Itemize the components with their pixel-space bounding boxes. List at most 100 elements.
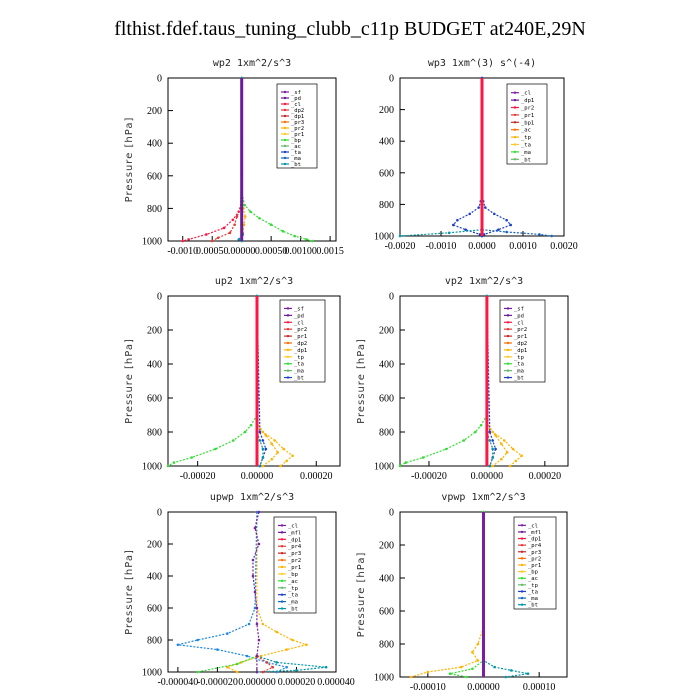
- legend-marker: [513, 121, 517, 124]
- legend-entry: _bp: [291, 138, 301, 144]
- legend-marker: [283, 108, 287, 112]
- legend-entry: _ma: [528, 596, 538, 602]
- legend-marker: [286, 334, 290, 338]
- y-tick-label: 800: [379, 200, 394, 211]
- x-tick-label: 0.0000: [468, 241, 496, 252]
- y-tick-label: 600: [379, 607, 394, 618]
- legend-entry: _pr1: [528, 563, 541, 569]
- legend-entry: _dp1: [514, 348, 527, 354]
- legend-entry: _pr1: [294, 334, 307, 340]
- legend-marker: [506, 376, 510, 379]
- x-tick-label: .00000: [228, 246, 256, 257]
- data-point: [205, 233, 208, 236]
- y-axis-label: Pressure [hPa]: [356, 338, 367, 424]
- y-tick-label: 400: [147, 572, 162, 583]
- legend-marker: [520, 537, 524, 540]
- data-point: [285, 665, 288, 669]
- legend-marker: [280, 558, 284, 562]
- x-tick-label: 0.00020: [529, 471, 562, 482]
- data-point: [261, 464, 265, 468]
- legend-entry: _bp: [288, 572, 298, 578]
- legend-entry: _ac: [291, 144, 301, 150]
- chart-panel-6: vpwp 1xm^2/s^3 Pressure [hPa] 0 200 400 600 80…: [356, 492, 568, 693]
- legend-entry: _pr4: [528, 543, 542, 549]
- data-point: [421, 456, 425, 459]
- y-tick-label: 1000: [142, 668, 162, 679]
- legend-entry: _pr2: [288, 558, 301, 564]
- legend-entry: _sf: [514, 306, 524, 312]
- data-point: [471, 667, 474, 671]
- panel-title: up2 1xm^2/s^3: [215, 276, 293, 287]
- legend-marker: [506, 341, 510, 345]
- data-point: [242, 223, 246, 226]
- x-tick-label: -0.00010: [410, 682, 446, 693]
- data-point: [255, 654, 259, 658]
- legend-marker: [506, 307, 510, 310]
- legend-marker: [513, 143, 517, 146]
- data-point: [257, 510, 261, 514]
- data-point: [452, 223, 455, 227]
- legend-marker: [286, 376, 290, 379]
- legend-entry: _pr3: [288, 551, 301, 557]
- legend-entry: _ta: [288, 593, 298, 599]
- legend-marker: [506, 327, 510, 331]
- data-point: [245, 654, 249, 658]
- legend-marker: [286, 314, 290, 317]
- y-tick-label: 800: [147, 204, 162, 215]
- y-tick-label: 800: [379, 428, 394, 439]
- data-point: [270, 442, 274, 446]
- legend-entry: _pd: [294, 313, 304, 319]
- legend-marker: [286, 348, 290, 352]
- data-point: [526, 672, 530, 675]
- data-point: [276, 451, 280, 454]
- legend-entry: _ta: [291, 150, 301, 156]
- y-tick-label: 1000: [374, 462, 394, 473]
- legend-marker: [283, 156, 287, 160]
- legend-box: [506, 83, 548, 165]
- y-tick-label: 200: [379, 541, 394, 552]
- data-point: [233, 223, 236, 226]
- legend-entry: _pr1: [288, 565, 301, 571]
- data-point: [491, 464, 494, 468]
- y-tick-label: 0: [389, 292, 394, 303]
- data-point: [265, 661, 269, 664]
- data-point: [488, 430, 492, 434]
- data-point: [514, 459, 518, 463]
- data-point: [261, 622, 265, 626]
- data-point: [235, 662, 239, 666]
- series-line-tp: [256, 295, 267, 467]
- data-point: [324, 665, 328, 669]
- x-tick-label: -0.000020: [197, 677, 238, 688]
- legend-entry: _tp: [294, 355, 304, 361]
- data-point: [502, 439, 506, 442]
- legend-entry: _sf: [291, 90, 301, 96]
- legend-marker: [520, 524, 524, 527]
- legend-marker: [513, 135, 517, 139]
- legend-marker: [520, 590, 524, 593]
- data-point: [249, 423, 253, 427]
- legend-marker: [520, 596, 524, 600]
- legend-marker: [280, 531, 284, 534]
- data-point: [255, 622, 259, 626]
- data-point: [275, 661, 279, 664]
- legend-entry: _dp1: [294, 348, 307, 354]
- y-tick-label: 200: [147, 326, 162, 337]
- panel-title: vp2 1xm^2/s^3: [445, 276, 523, 287]
- legend-entry: _mfl: [288, 530, 301, 536]
- legend-entry: _pr3: [528, 550, 541, 556]
- legend-marker: [286, 369, 290, 372]
- data-point: [500, 442, 503, 446]
- data-point: [275, 630, 279, 634]
- data-point: [176, 643, 180, 647]
- legend-entry: _tp: [288, 586, 298, 592]
- data-point: [311, 239, 314, 243]
- data-point: [398, 464, 402, 468]
- legend-marker: [506, 314, 510, 317]
- x-tick-label: 0.00020: [300, 471, 333, 482]
- y-tick-label: 200: [147, 540, 162, 551]
- data-point: [509, 223, 512, 227]
- data-point: [243, 430, 247, 434]
- y-tick-label: 1000: [374, 232, 394, 243]
- data-point: [253, 526, 257, 530]
- chart-panel-1: wp2 1xm^2/s^3 Pressure [hPa] 0 200 400 600 800…: [124, 58, 344, 257]
